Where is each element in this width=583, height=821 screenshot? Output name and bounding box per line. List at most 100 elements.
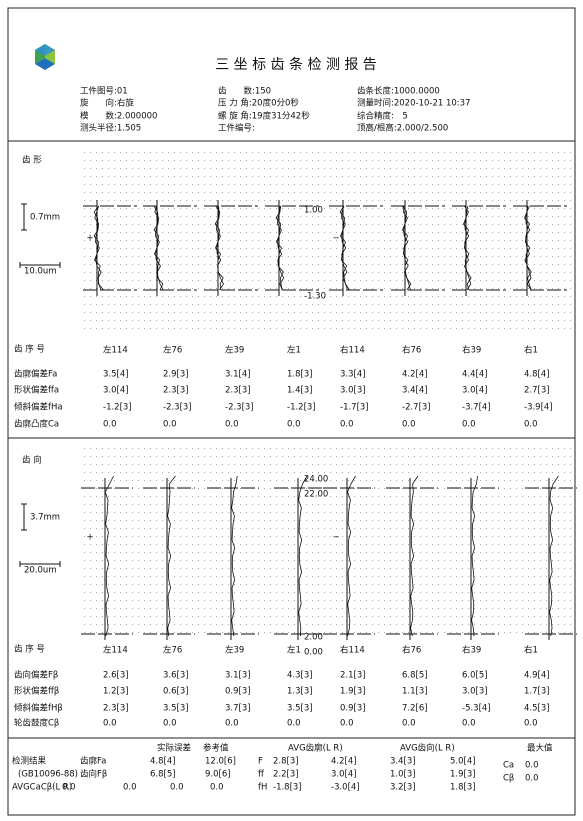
summary-cell: 2.2[3]: [273, 770, 299, 780]
lead-trace: [104, 475, 114, 637]
profile-trace: [524, 205, 532, 291]
row-label: 齿 序 号: [14, 344, 45, 355]
tooth-id: 左1: [287, 645, 301, 656]
summary-cell: 3.0[4]: [331, 770, 357, 780]
row-label: 齿 序 号: [14, 644, 45, 655]
sign: +: [86, 234, 93, 244]
value: 3.0[3]: [340, 386, 366, 396]
tooth-id: 左76: [163, 345, 182, 356]
summary-cell: 2.8[3]: [273, 757, 299, 767]
value: 2.7[3]: [524, 386, 550, 396]
value: 1.1[3]: [402, 687, 428, 697]
value: 3.7[3]: [225, 704, 251, 714]
value: 0.0: [287, 420, 301, 430]
value: 0.0: [524, 420, 538, 430]
tooth-id: 右76: [402, 645, 421, 656]
value: 3.0[4]: [462, 386, 488, 396]
value: 4.8[4]: [524, 370, 550, 380]
summary-cell: 1.9[3]: [450, 770, 476, 780]
summary-cell: (GB10096-88): [18, 770, 78, 780]
profile-trace: [215, 205, 224, 291]
value: 0.0: [225, 719, 239, 729]
range-mark: -1.30: [304, 292, 326, 302]
profile-grid: [80, 145, 572, 335]
value: -5.3[4]: [462, 704, 491, 714]
row-label: 倾斜偏差fHβ: [14, 703, 63, 714]
value: 1.7[3]: [524, 687, 550, 697]
summary-cell: 12.0[6]: [205, 757, 236, 767]
value: 2.6[3]: [103, 671, 129, 681]
range-mark: 24.00: [304, 475, 328, 485]
value: 2.9[3]: [163, 370, 189, 380]
profile-trace: [153, 205, 164, 291]
info-field: 模 数:2.000000: [80, 111, 157, 122]
value: 4.5[3]: [524, 704, 550, 714]
lead-trace: [231, 475, 238, 637]
value: 2.3[3]: [103, 704, 129, 714]
value: -3.9[4]: [524, 403, 553, 413]
value: 1.9[3]: [340, 687, 366, 697]
value: -1.7[3]: [340, 403, 369, 413]
value: 2.1[3]: [340, 671, 366, 681]
tooth-id: 右114: [340, 645, 365, 656]
summary-cell: 0.0: [123, 783, 137, 793]
scale-label: 0.7mm: [30, 213, 60, 223]
tooth-id: 左114: [103, 645, 128, 656]
value: 0.0: [163, 719, 177, 729]
tooth-id: 右1: [524, 345, 538, 356]
value: 3.0[3]: [462, 687, 488, 697]
value: 0.0: [340, 420, 354, 430]
summary-cell: 0.0: [525, 761, 539, 771]
value: 4.3[3]: [287, 671, 313, 681]
summary-cell: 3.4[3]: [390, 757, 416, 767]
summary-cell: 1.0[3]: [390, 770, 416, 780]
info-field: 工件图号:01: [80, 86, 128, 97]
tooth-id: 左76: [163, 645, 182, 656]
lead-trace: [347, 475, 356, 637]
value: 1.4[3]: [287, 386, 313, 396]
tooth-id: 左114: [103, 345, 128, 356]
summary-cell: 3.2[3]: [390, 783, 416, 793]
value: 6.8[5]: [402, 671, 428, 681]
profile-trace: [401, 205, 412, 291]
value: -1.2[3]: [103, 403, 132, 413]
row-label: 齿廓偏差Fa: [14, 369, 57, 380]
summary-header: AVG齿廓(L R): [288, 743, 343, 754]
value: 0.0: [225, 420, 239, 430]
info-field: 测头半径:1.505: [80, 123, 141, 134]
value: 0.9[3]: [225, 687, 251, 697]
summary-header: 参考值: [203, 743, 229, 754]
value: -1.2[3]: [287, 403, 316, 413]
summary-cell: ff: [258, 770, 265, 780]
value: 7.2[6]: [402, 704, 428, 714]
tooth-id: 右76: [402, 345, 421, 356]
summary-cell: F: [258, 757, 263, 767]
value: 0.0: [462, 420, 476, 430]
value: 3.3[4]: [340, 370, 366, 380]
summary-cell: AVGCaCβ(L R): [12, 783, 72, 793]
value: 0.0: [462, 719, 476, 729]
summary-header: 最大值: [527, 743, 553, 754]
sign: +: [86, 533, 93, 543]
value: 2.3[3]: [163, 386, 189, 396]
report-title: 三 坐 标 齿 条 检 测 报 告: [215, 56, 377, 73]
summary-cell: 齿廓Fa: [80, 756, 106, 767]
logo: [35, 44, 55, 70]
value: 0.6[3]: [163, 687, 189, 697]
summary-cell: Cβ: [503, 774, 514, 784]
row-label: 轮齿鼓度Cβ: [14, 718, 59, 729]
summary-cell: 4.2[4]: [331, 757, 357, 767]
tooth-id: 右1: [524, 645, 538, 656]
summary-cell: 6.8[5]: [150, 770, 176, 780]
value: 4.4[4]: [462, 370, 488, 380]
value: -3.7[4]: [462, 403, 491, 413]
info-field: 旋 向:右旋: [80, 98, 134, 109]
summary-header: AVG齿向(L R): [400, 743, 455, 754]
row-label: 倾斜偏差fHa: [14, 402, 63, 413]
scale-label: 10.0um: [24, 267, 57, 277]
summary-cell: fH: [258, 783, 267, 793]
info-field: 顶高/根高:2.000/2.500: [357, 123, 448, 134]
lead-grid: [80, 445, 572, 640]
